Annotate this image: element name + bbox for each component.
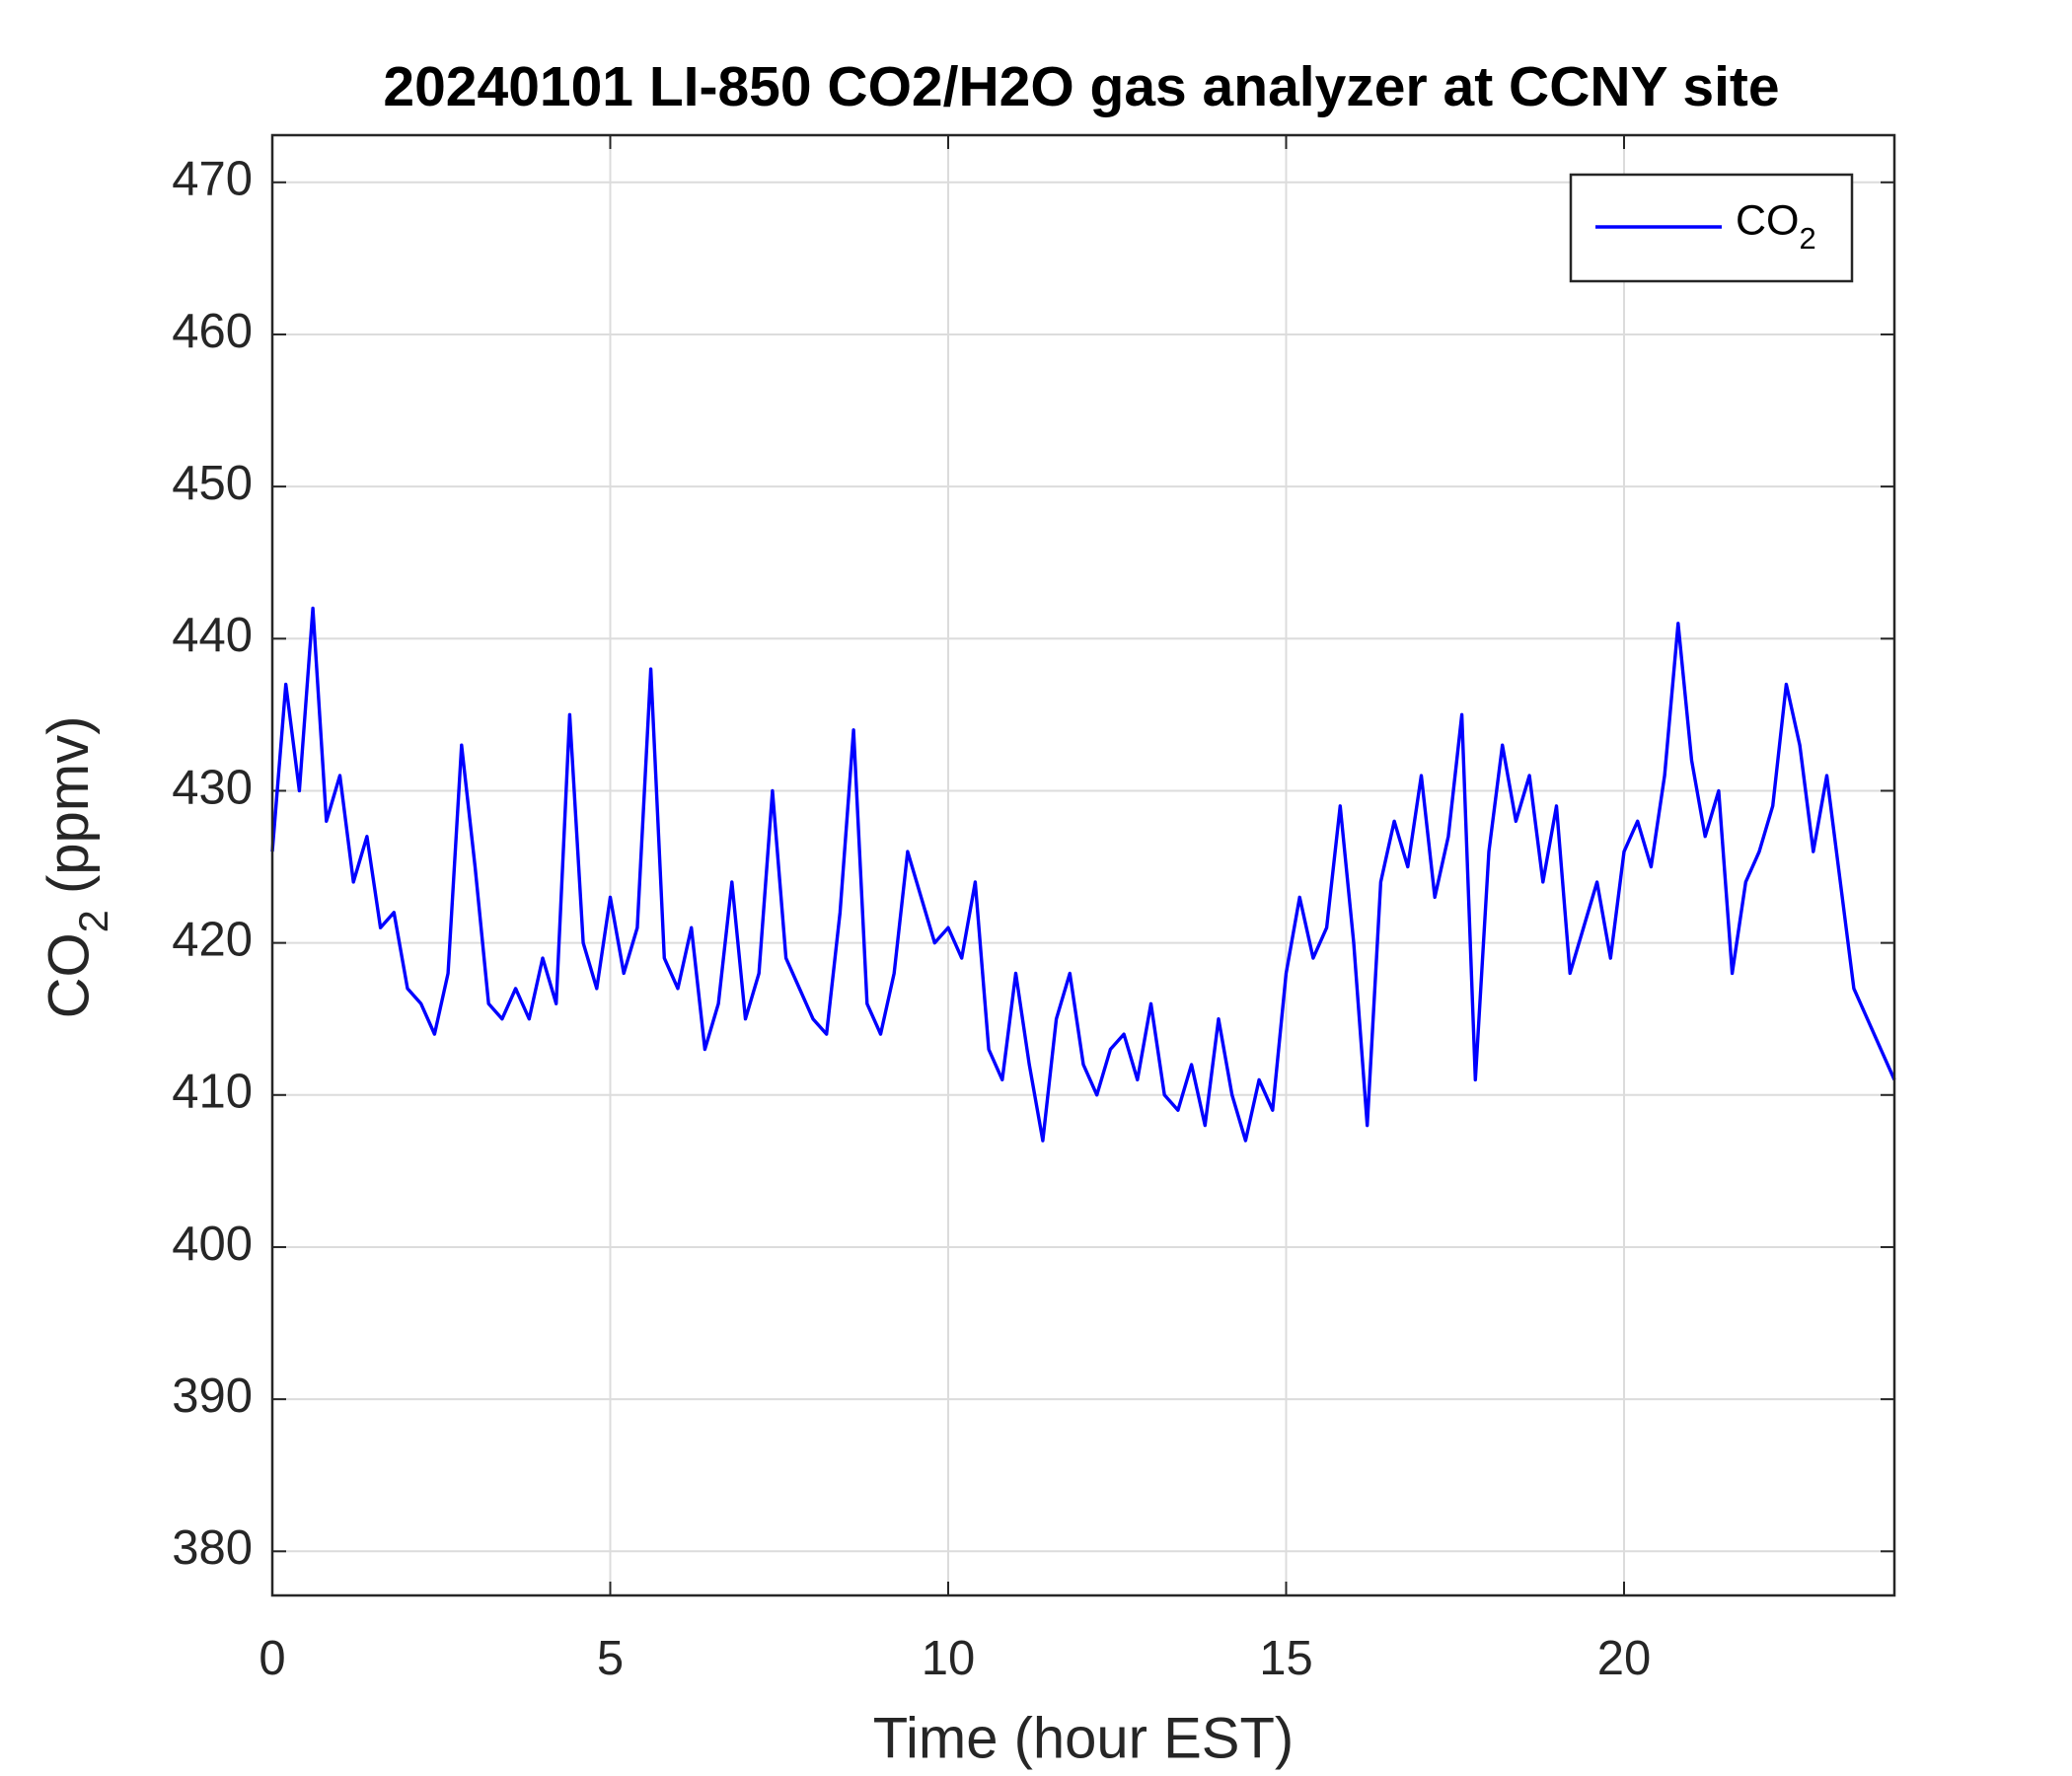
y-tick-label: 430 — [172, 761, 253, 814]
chart-title: 20240101 LI-850 CO2/H2O gas analyzer at … — [383, 55, 1779, 118]
y-tick-label: 400 — [172, 1218, 253, 1271]
x-tick-label: 20 — [1597, 1632, 1652, 1685]
y-tick-label: 420 — [172, 914, 253, 967]
y-tick-label: 470 — [172, 153, 253, 206]
y-tick-label: 380 — [172, 1521, 253, 1575]
x-tick-label: 5 — [597, 1632, 624, 1685]
x-axis-label: Time (hour EST) — [873, 1706, 1294, 1770]
y-tick-label: 460 — [172, 305, 253, 358]
x-tick-label: 15 — [1259, 1632, 1313, 1685]
x-tick-label: 10 — [922, 1632, 976, 1685]
x-tick-label: 0 — [259, 1632, 285, 1685]
y-tick-label: 410 — [172, 1066, 253, 1119]
y-tick-label: 450 — [172, 457, 253, 510]
plot-frame — [270, 133, 1896, 1597]
y-tick-label: 390 — [172, 1369, 253, 1423]
y-axis-label: CO2 (ppmv) — [37, 716, 115, 1019]
y-tick-label: 440 — [172, 609, 253, 662]
data-line — [270, 606, 1896, 1143]
